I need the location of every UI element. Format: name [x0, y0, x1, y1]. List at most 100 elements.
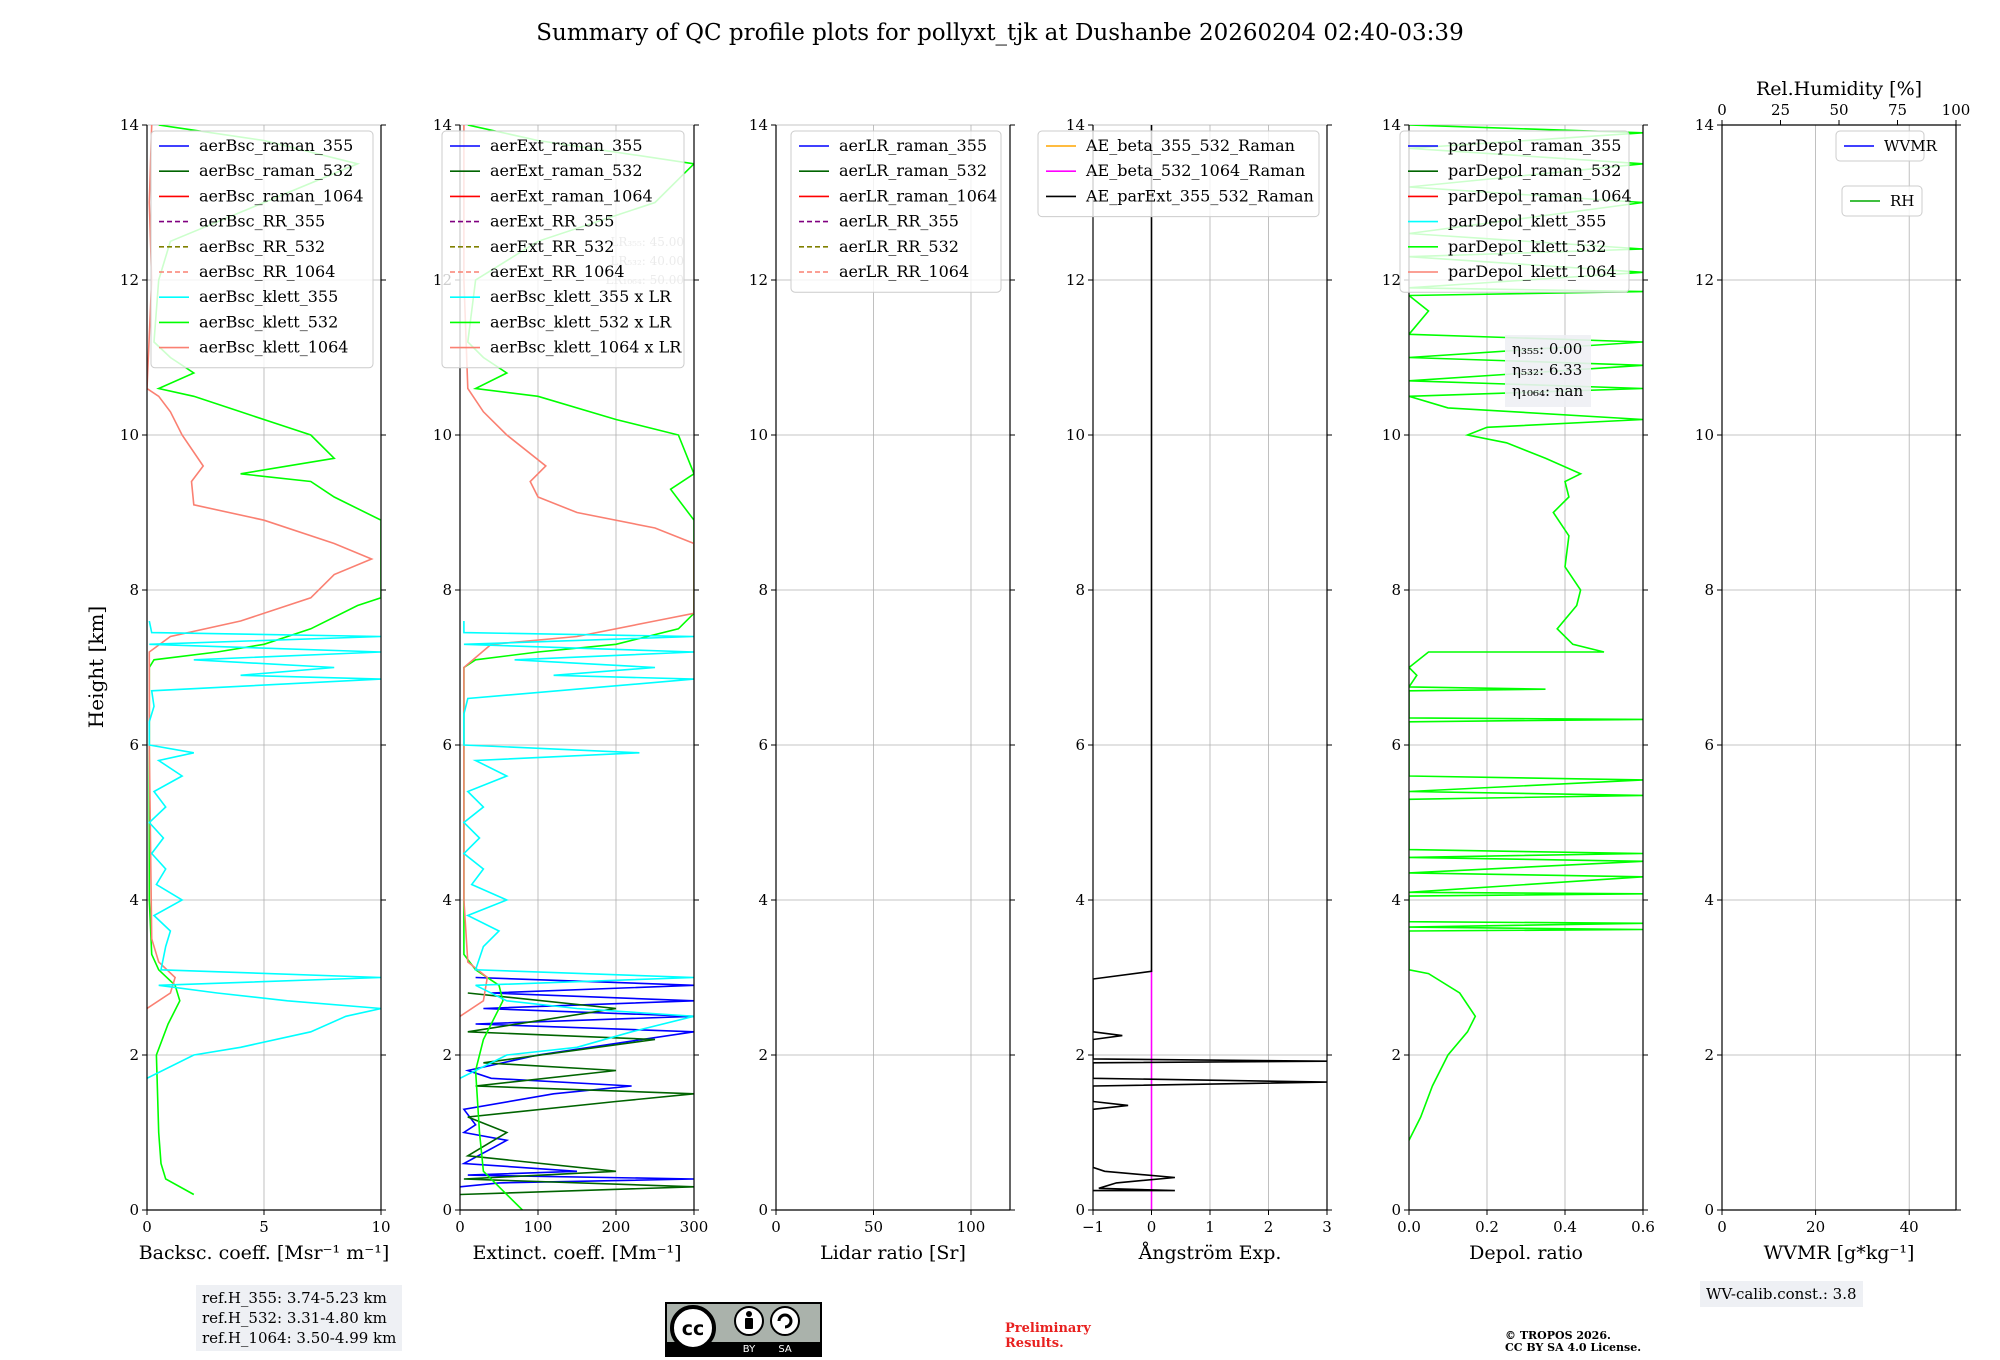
legend-label: WVMR: [1884, 137, 1938, 155]
y-tick-label: 2: [758, 1046, 768, 1064]
x-tick-label: 0: [1717, 1218, 1727, 1236]
legend-label: aerBsc_RR_1064: [199, 262, 335, 281]
legend-label: RH: [1890, 192, 1914, 210]
y-tick-label: 6: [758, 736, 768, 754]
legend-label: parDepol_klett_532: [1448, 237, 1606, 256]
x-tick-label: 0.6: [1631, 1218, 1655, 1236]
y-tick-label: 6: [129, 736, 139, 754]
y-tick-label: 8: [1075, 581, 1085, 599]
x-tick-label: 0: [771, 1218, 781, 1236]
chart-panel-2: 024681012140100200300Extinct. coeff. [Mm…: [433, 116, 708, 1264]
x-axis-label: WVMR [g*kg⁻¹]: [1764, 1242, 1915, 1264]
legend-label: aerLR_raman_532: [839, 161, 987, 180]
y-tick-label: 6: [1704, 736, 1714, 754]
series-line-aerBsc_klett_1064 x LR: [460, 125, 694, 1017]
y-tick-label: 0: [129, 1201, 139, 1219]
legend-box-rh: [1841, 185, 1923, 217]
eta-box: [1505, 335, 1591, 407]
y-tick-label: 0: [1704, 1201, 1714, 1219]
y-tick-label: 4: [129, 891, 139, 909]
wv-calibration-box: WV-calib.const.: 3.8: [1700, 1281, 1863, 1307]
legend-box: [1399, 130, 1630, 293]
y-tick-label: 10: [120, 426, 139, 444]
top-x-tick-label: 100: [1942, 101, 1971, 119]
y-tick-label: 4: [442, 891, 452, 909]
y-tick-label: 0: [758, 1201, 768, 1219]
x-axis-label: Extinct. coeff. [Mm⁻¹]: [472, 1242, 681, 1264]
y-tick-label: 14: [433, 116, 452, 134]
legend-label: aerBsc_raman_532: [199, 161, 353, 180]
legend-label: aerExt_RR_532: [490, 237, 614, 256]
y-tick-label: 6: [442, 736, 452, 754]
series-group: [1409, 125, 1643, 1141]
figure-title: Summary of QC profile plots for pollyxt_…: [536, 20, 1464, 46]
x-tick-label: 0.0: [1397, 1218, 1421, 1236]
x-tick-label: 200: [602, 1218, 631, 1236]
y-tick-label: 2: [442, 1046, 452, 1064]
y-tick-label: 2: [129, 1046, 139, 1064]
top-x-axis-label: Rel.Humidity [%]: [1756, 78, 1922, 100]
y-tick-label: 8: [129, 581, 139, 599]
x-axis-label: Depol. ratio: [1469, 1242, 1583, 1264]
preliminary-line-1: Preliminary: [1005, 1321, 1091, 1336]
top-x-tick-label: 25: [1771, 101, 1790, 119]
y-tick-label: 10: [1066, 426, 1085, 444]
legend-label: aerBsc_klett_355: [199, 287, 338, 306]
chart-panel-1: 0 2 4 6 8 10 12 14 0 5 10 Backsc. coeff. [Msr⁻¹ m⁻¹…: [120, 116, 391, 1264]
legend-label: aerExt_raman_355: [490, 136, 643, 155]
x-tick-label: 20: [1806, 1218, 1825, 1236]
copyright-line-2: CC BY SA 4.0 License.: [1505, 1341, 1642, 1354]
y-tick-label: 2: [1075, 1046, 1085, 1064]
y-tick-label: 2: [1704, 1046, 1714, 1064]
y-tick-label: 10: [749, 426, 768, 444]
cc-license-badge: cc BY SA: [665, 1302, 822, 1357]
x-tick-label: 0.4: [1553, 1218, 1577, 1236]
cc-icon: [670, 1305, 716, 1351]
legend-label: aerBsc_raman_1064: [199, 186, 364, 205]
wv-calibration-constant: WV-calib.const.: 3.8: [1706, 1285, 1857, 1303]
legend-box: [441, 130, 685, 369]
legend-label: parDepol_klett_355: [1448, 212, 1606, 231]
legend-label: AE_parExt_355_532_Raman: [1085, 186, 1314, 205]
y-tick-label: 2: [1391, 1046, 1401, 1064]
y-tick-label: 10: [1695, 426, 1714, 444]
series-line-aerExt_raman_532: [460, 992, 694, 1196]
legend-label: aerBsc_klett_532: [199, 312, 338, 331]
x-tick-label: 0: [455, 1218, 465, 1236]
legend-label: aerBsc_klett_355 x LR: [490, 287, 672, 306]
legend-label: aerExt_RR_355: [490, 212, 614, 231]
y-tick-label: 0: [1075, 1201, 1085, 1219]
legend-label: AE_beta_532_1064_Raman: [1085, 161, 1305, 180]
y-axis-label: Height [km]: [84, 606, 108, 728]
ref-height-532: ref.H_532: 3.31-4.80 km: [202, 1309, 387, 1327]
x-tick-label: 50: [864, 1218, 883, 1236]
x-tick-label: 0.2: [1475, 1218, 1499, 1236]
x-tick-label: 0: [1147, 1218, 1157, 1236]
legend-label: AE_beta_355_532_Raman: [1085, 136, 1295, 155]
y-tick-label: 8: [758, 581, 768, 599]
y-tick-label: 8: [1704, 581, 1714, 599]
share-alike-icon: [770, 1306, 800, 1336]
series-line-aerBsc_klett_355: [147, 620, 381, 1080]
cc-icon-text: cc: [682, 1318, 705, 1340]
y-tick-label: 8: [442, 581, 452, 599]
legend-box: [790, 130, 1002, 293]
legend-label: aerBsc_klett_532 x LR: [490, 312, 672, 331]
x-tick-label: 3: [1322, 1218, 1332, 1236]
x-tick-label: 0: [142, 1218, 152, 1236]
legend-label: aerBsc_klett_1064 x LR: [490, 338, 682, 357]
legend-label: parDepol_klett_1064: [1448, 262, 1617, 281]
legend-label: aerBsc_RR_532: [199, 237, 325, 256]
y-tick-label: 14: [120, 116, 139, 134]
legend-label: aerExt_RR_1064: [490, 262, 625, 281]
x-tick-label: 40: [1900, 1218, 1919, 1236]
x-axis-label: Backsc. coeff. [Msr⁻¹ m⁻¹]: [139, 1242, 390, 1264]
y-tick-label: 0: [442, 1201, 452, 1219]
legend-label: aerBsc_raman_355: [199, 136, 353, 155]
legend-box-wvmr: [1835, 130, 1925, 162]
legend-box: [1037, 130, 1320, 218]
legend-label: aerBsc_klett_1064: [199, 338, 348, 357]
y-tick-label: 10: [433, 426, 452, 444]
